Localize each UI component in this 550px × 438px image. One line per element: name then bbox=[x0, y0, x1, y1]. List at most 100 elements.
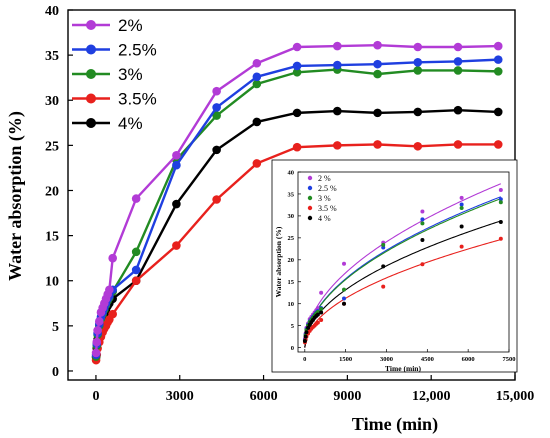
inset-y-tick-label: 5 bbox=[291, 323, 295, 330]
inset-y-tick-label: 25 bbox=[288, 235, 295, 242]
main-data-point bbox=[131, 194, 141, 203]
main-data-point bbox=[493, 55, 503, 64]
inset-data-point bbox=[315, 312, 320, 317]
main-data-point bbox=[212, 103, 221, 112]
inset-data-point bbox=[381, 242, 386, 247]
main-data-point bbox=[252, 117, 262, 127]
main-x-axis: 0 3000 6000 9000 12,000 15,000 bbox=[92, 375, 534, 404]
main-data-point bbox=[493, 107, 503, 117]
inset-legend-label: 3 % bbox=[318, 194, 331, 203]
main-y-tick-label: 40 bbox=[45, 4, 59, 19]
inset-data-point bbox=[342, 287, 347, 292]
inset-x-tick-label: 6000 bbox=[462, 356, 475, 363]
inset-x-axis: 0 1500 3000 4500 6000 7500 bbox=[303, 349, 516, 363]
inset-data-point bbox=[319, 306, 324, 311]
inset-y-tick-label: 40 bbox=[288, 169, 295, 176]
inset-data-point bbox=[315, 320, 320, 325]
main-y-tick-label: 10 bbox=[45, 275, 59, 290]
inset-data-point bbox=[420, 217, 425, 222]
inset-y-tick-label: 10 bbox=[288, 301, 295, 308]
inset-y-axis: 0 5 10 15 20 25 30 35 40 bbox=[288, 169, 301, 352]
inset-data-point bbox=[381, 264, 386, 269]
main-data-point bbox=[105, 285, 114, 295]
inset-data-point bbox=[381, 284, 386, 289]
inset-x-tick-label: 7500 bbox=[503, 356, 516, 363]
main-data-point bbox=[93, 326, 102, 335]
inset-data-point bbox=[459, 224, 464, 229]
inset-x-axis-title: Time (min) bbox=[385, 364, 421, 373]
main-x-tick-label: 9000 bbox=[333, 389, 361, 404]
main-y-tick-label: 5 bbox=[52, 320, 59, 335]
inset-points bbox=[302, 188, 503, 345]
inset-legend-marker bbox=[307, 185, 313, 191]
main-data-point bbox=[292, 108, 302, 118]
inset-fit-curves bbox=[304, 183, 502, 348]
inset-fit-curve bbox=[304, 220, 502, 348]
main-data-point bbox=[131, 276, 141, 286]
main-data-point bbox=[252, 159, 262, 168]
legend-label: 4% bbox=[118, 114, 143, 133]
main-data-point bbox=[212, 86, 221, 96]
main-data-point bbox=[453, 140, 463, 149]
main-data-point bbox=[212, 145, 221, 155]
main-x-tick-label: 6000 bbox=[250, 389, 278, 404]
main-legend: 2% 2.5% 3% 3.5% 4% bbox=[72, 16, 157, 133]
main-data-point bbox=[94, 317, 104, 326]
inset-data-point bbox=[342, 296, 347, 301]
inset-legend-label: 2.5 % bbox=[318, 184, 337, 193]
main-data-point bbox=[172, 199, 181, 209]
main-data-point bbox=[453, 57, 463, 66]
inset-data-point bbox=[498, 197, 503, 202]
inset-plot-frame bbox=[297, 171, 510, 353]
inset-y-axis-title: Water absorption (%) bbox=[274, 226, 283, 297]
main-data-point bbox=[172, 241, 181, 250]
inset-y-tick-label: 35 bbox=[288, 191, 295, 198]
main-data-point bbox=[413, 58, 423, 67]
main-x-tick-label: 3000 bbox=[166, 389, 194, 404]
inset-data-point bbox=[459, 206, 464, 210]
legend-marker bbox=[86, 44, 96, 55]
inset-data-point bbox=[498, 188, 503, 192]
main-data-point bbox=[373, 59, 382, 69]
inset-data-point bbox=[420, 221, 425, 226]
inset-data-point bbox=[420, 238, 425, 243]
inset-data-point bbox=[420, 262, 425, 267]
inset-y-tick-label: 15 bbox=[288, 279, 295, 286]
main-data-point bbox=[292, 61, 302, 71]
main-y-tick-label: 15 bbox=[45, 230, 59, 245]
inset-y-tick-label: 20 bbox=[288, 257, 295, 264]
main-x-axis-title: Time (min) bbox=[352, 414, 438, 435]
main-data-point bbox=[172, 160, 181, 170]
inset-chart: 0 5 10 15 20 25 30 35 40 0 1500 3000 4500 6000 7500 2… bbox=[271, 159, 518, 373]
inset-data-point bbox=[459, 244, 464, 249]
legend-marker bbox=[86, 20, 96, 30]
main-data-point bbox=[493, 41, 503, 51]
main-y-tick-label: 20 bbox=[45, 184, 59, 199]
main-data-point bbox=[333, 141, 342, 150]
inset-data-point bbox=[459, 195, 464, 200]
inset-data-point bbox=[342, 301, 347, 306]
inset-legend-marker bbox=[307, 215, 313, 221]
inset-legend-marker bbox=[307, 205, 313, 211]
legend-marker bbox=[86, 118, 96, 128]
inset-x-tick-label: 1500 bbox=[339, 356, 352, 363]
main-data-point bbox=[333, 60, 342, 70]
main-data-point bbox=[292, 42, 302, 52]
main-data-point bbox=[172, 150, 181, 160]
main-data-point bbox=[212, 195, 221, 204]
main-x-tick-label: 0 bbox=[92, 389, 99, 404]
inset-y-tick-label: 30 bbox=[288, 213, 295, 220]
main-data-point bbox=[252, 72, 262, 82]
main-x-tick-label: 12,000 bbox=[412, 389, 451, 404]
main-data-point bbox=[108, 309, 117, 319]
main-data-point bbox=[252, 58, 262, 68]
inset-data-point bbox=[459, 202, 464, 207]
main-y-tick-label: 35 bbox=[45, 49, 59, 64]
main-data-point bbox=[413, 107, 423, 117]
main-data-point bbox=[373, 69, 382, 79]
main-data-point bbox=[373, 40, 382, 50]
main-data-point bbox=[91, 348, 101, 358]
main-data-point bbox=[212, 111, 221, 120]
